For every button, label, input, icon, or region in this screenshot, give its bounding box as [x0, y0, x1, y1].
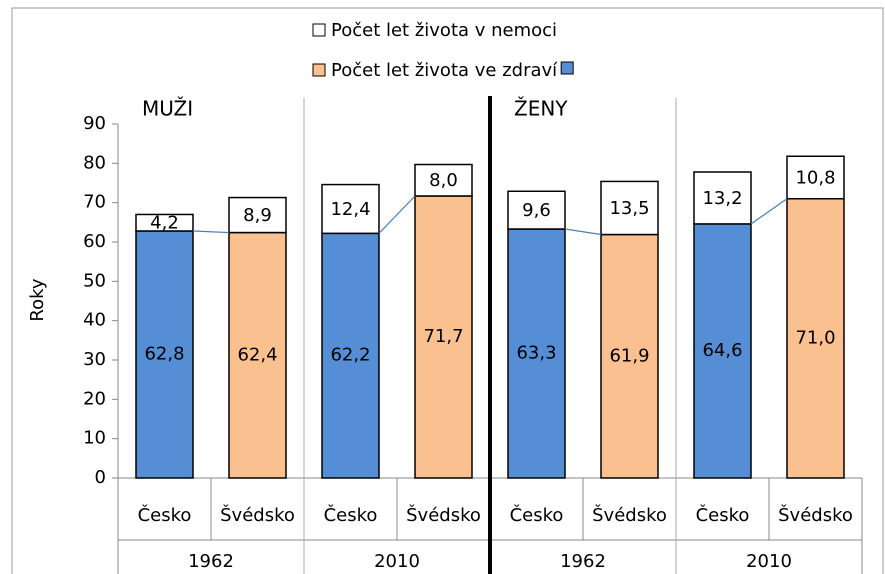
- data-label: 62,2: [330, 345, 370, 366]
- legend-marker: [312, 23, 326, 37]
- group-label: 1962: [560, 551, 606, 572]
- connector-line: [564, 228, 602, 236]
- bar-segment: [693, 171, 752, 225]
- x-tick-label: Švédsko: [220, 504, 295, 526]
- group-label: 2010: [374, 551, 420, 572]
- legend-label: Počet let života v nemoci: [331, 20, 557, 41]
- x-tick-label: Česko: [138, 504, 192, 526]
- x-tick-label: Švédsko: [406, 504, 481, 526]
- y-axis-label: Roky: [27, 278, 48, 321]
- y-tick-label: 60: [83, 231, 106, 252]
- data-label: 12,4: [330, 199, 370, 220]
- bar-segment: [228, 196, 287, 234]
- bar-segment: [321, 232, 380, 479]
- y-tick-label: 10: [83, 428, 106, 449]
- y-tick-label: 40: [83, 310, 106, 331]
- y-tick-label: 0: [95, 467, 106, 488]
- data-label: 8,0: [429, 170, 458, 191]
- data-label: 71,0: [795, 327, 835, 348]
- bar-segment: [507, 190, 566, 230]
- y-tick-label: 90: [83, 113, 106, 134]
- x-tick-label: Česko: [696, 504, 750, 526]
- connector-line: [378, 195, 416, 234]
- chart-border: [11, 7, 884, 574]
- y-tick-label: 70: [83, 192, 106, 213]
- x-tick-label: Česko: [324, 504, 378, 526]
- bar-segment: [600, 233, 659, 479]
- y-tick-label: 20: [83, 388, 106, 409]
- x-tick-label: Česko: [510, 504, 564, 526]
- data-label: 62,4: [237, 344, 277, 365]
- data-label: 4,2: [150, 213, 179, 234]
- bar-segment: [135, 213, 194, 232]
- bar-segment: [507, 228, 566, 479]
- bar-segment: [786, 197, 845, 479]
- data-label: 8,9: [243, 205, 272, 226]
- data-label: 64,6: [702, 340, 742, 361]
- x-tick-label: Švédsko: [778, 504, 853, 526]
- data-label: 62,8: [144, 343, 184, 364]
- section-label: ŽENY: [514, 97, 568, 121]
- data-label: 71,7: [423, 326, 463, 347]
- y-tick-label: 30: [83, 349, 106, 370]
- section-label: MUŽI: [142, 97, 193, 121]
- bar-segment: [228, 231, 287, 479]
- y-tick-label: 80: [83, 152, 106, 173]
- group-label: 1962: [188, 551, 234, 572]
- data-label: 63,3: [516, 343, 556, 364]
- bar-segment: [321, 183, 380, 235]
- legend-label: Počet let života ve zdraví: [331, 60, 558, 81]
- bar-segment: [786, 155, 845, 200]
- data-label: 61,9: [609, 345, 649, 366]
- data-label: 13,5: [609, 198, 649, 219]
- x-tick-label: Švédsko: [592, 504, 667, 526]
- data-label: 13,2: [702, 188, 742, 209]
- bar-segment: [135, 230, 194, 479]
- y-tick-label: 50: [83, 270, 106, 291]
- bar-segment: [414, 195, 473, 479]
- bar-segment: [693, 223, 752, 479]
- connector-line: [750, 198, 788, 225]
- data-label: 9,6: [522, 200, 551, 221]
- group-label: 2010: [746, 551, 792, 572]
- connector-line: [192, 230, 230, 234]
- bar-segment: [600, 180, 659, 236]
- legend-marker: [560, 61, 574, 75]
- bar-segment: [414, 163, 473, 197]
- data-label: 10,8: [795, 167, 835, 188]
- legend-marker: [312, 63, 326, 77]
